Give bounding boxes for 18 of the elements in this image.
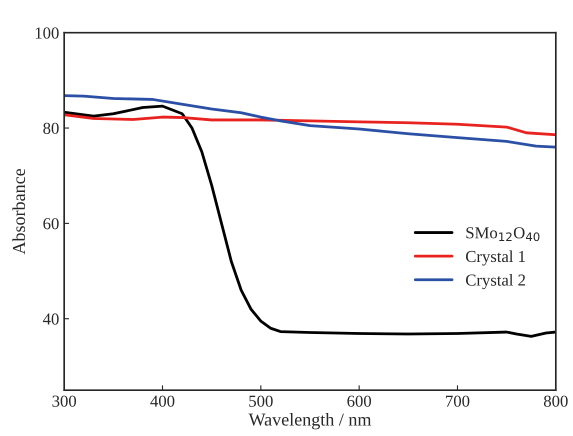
line-series — [64, 94, 556, 148]
y-tick-label: 60 — [43, 218, 59, 230]
x-tick-label: 300 — [52, 396, 76, 407]
x-axis-title: Wavelength / nm — [248, 412, 372, 430]
legend-label: Crystal 1 — [466, 250, 525, 266]
y-axis-title: Absorbance — [12, 168, 26, 254]
x-tick-label: 800 — [544, 396, 568, 407]
legend-label: SMo$_{12}$O$_{40}$ — [466, 227, 540, 242]
legend-label: Crystal 2 — [466, 274, 526, 290]
x-tick-label: 700 — [446, 396, 470, 407]
y-tick-label: 80 — [43, 122, 59, 134]
x-tick-label: 400 — [150, 396, 174, 407]
line-series — [64, 104, 556, 338]
line-series — [64, 113, 556, 136]
y-tick-label: 40 — [42, 313, 59, 325]
y-tick-label: 100 — [36, 27, 59, 39]
x-tick-label: 600 — [347, 396, 372, 407]
x-tick-label: 500 — [249, 396, 273, 407]
